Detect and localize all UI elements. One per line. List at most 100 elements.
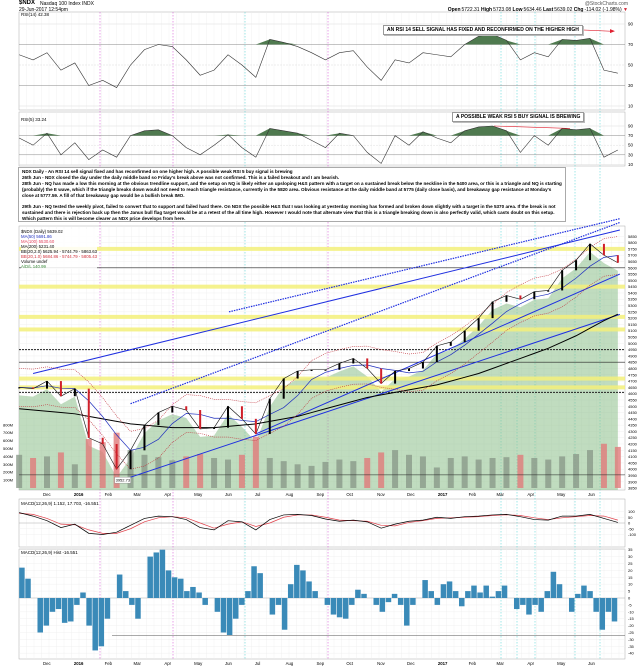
histogram-bar	[275, 598, 282, 605]
volume-bar	[294, 464, 301, 488]
volume-bar	[57, 452, 64, 488]
histogram-bar	[446, 581, 453, 598]
x-tick-label: Feb	[469, 492, 477, 497]
legend-bb2: BB(20,2.0) 5625.94 - 5744.79 - 5863.63	[21, 249, 97, 254]
y-tick-label: 5700	[628, 253, 638, 258]
volume-bar	[71, 464, 78, 488]
histogram-bar	[294, 564, 300, 598]
x-tick-label: Nov	[377, 492, 385, 497]
volume-tick-label: 300M	[3, 462, 13, 467]
volume-bar	[419, 456, 426, 488]
histogram-bar	[165, 570, 172, 598]
y-tick-label: 3900	[628, 479, 638, 484]
y-tick-label: 4600	[628, 391, 638, 396]
macd-hist-label: MACD(12,26,9) Hist -16.551	[21, 550, 78, 555]
support-band	[19, 327, 625, 332]
x-tick-label: Mar	[497, 492, 505, 497]
volume-bar	[600, 443, 607, 488]
histogram-bar	[349, 598, 355, 605]
price-candle	[380, 368, 383, 384]
support-band	[19, 376, 625, 381]
low-label: Low	[512, 7, 523, 13]
histogram-bar	[25, 578, 31, 598]
volume-bar	[503, 457, 510, 488]
x-tick-label: May	[557, 661, 566, 666]
histogram-bar	[312, 591, 318, 598]
y-tick-label: -10	[628, 609, 635, 614]
y-tick-label: 4700	[628, 379, 638, 384]
y-tick-label: 5750	[628, 246, 638, 251]
volume-bar	[308, 465, 315, 488]
ma200-line	[19, 313, 619, 429]
x-tick-label: Jun	[588, 661, 596, 666]
rsi5-note: A POSSIBLE WEAK RSI 5 BUY SIGNAL IS BREW…	[452, 112, 585, 122]
x-tick-label: Nov	[377, 661, 385, 666]
histogram-bar	[214, 598, 221, 612]
histogram-bar	[135, 598, 141, 619]
x-tick-label: Oct	[346, 492, 353, 497]
y-tick-label: 70	[628, 133, 634, 138]
price-candle	[254, 418, 257, 434]
y-tick-label: 4450	[628, 410, 638, 415]
price-candle	[589, 243, 592, 261]
price-annotation: 3952.73	[116, 478, 131, 483]
trendline	[116, 313, 621, 483]
volume-bar	[16, 454, 23, 488]
support-band	[19, 314, 625, 319]
volume-tick-label: 600M	[3, 438, 13, 443]
volume-bar	[433, 467, 440, 488]
commentary-line: 29th Jun - NQ tested the weekly pivot, f…	[22, 204, 556, 222]
histogram-bar	[538, 598, 544, 612]
brand-watermark: @StockCharts.com	[584, 1, 628, 7]
y-tick-label: 4750	[628, 372, 638, 377]
x-tick-label: Apr	[164, 661, 171, 666]
histogram-bar	[300, 570, 306, 598]
commentary-line: NDX Daily - An RSI 14 sell signal fixed …	[22, 169, 293, 174]
histogram-bar	[550, 571, 557, 598]
y-tick-label: 5400	[628, 290, 638, 295]
price-candle	[352, 358, 355, 364]
price-candle	[449, 342, 452, 346]
histogram-bar	[269, 598, 276, 615]
rsi14-overbought-fill	[19, 34, 618, 45]
volume-bar	[85, 439, 92, 488]
volume-bar	[211, 457, 218, 488]
bollinger-band	[19, 274, 618, 470]
histogram-bar	[49, 598, 56, 612]
y-tick-label: 100	[628, 509, 635, 514]
open-value: 5722.31	[461, 7, 480, 13]
volume-bar	[392, 450, 399, 488]
y-tick-label: 0	[628, 521, 631, 526]
legend-volume: Volume undef	[21, 259, 48, 264]
low-value: 5634.46	[523, 7, 542, 13]
y-tick-label: 10	[628, 162, 634, 167]
price-candle	[505, 295, 508, 302]
histogram-bar	[379, 598, 386, 612]
price-candle	[157, 412, 160, 426]
histogram-bar	[459, 598, 465, 607]
volume-tick-label: 800M	[3, 422, 13, 427]
down-triangle-icon: ▼	[623, 7, 628, 13]
x-tick-label: May	[194, 492, 203, 497]
volume-bar	[252, 436, 259, 488]
histogram-bar	[397, 598, 404, 605]
y-tick-label: 30	[628, 152, 634, 157]
y-tick-label: 5600	[628, 265, 638, 270]
y-tick-label: 5650	[628, 259, 638, 264]
trendline	[228, 218, 620, 313]
histogram-bar	[86, 598, 92, 626]
histogram-bar	[342, 598, 349, 619]
last-label: Last	[543, 7, 554, 13]
symbol: $NDX	[19, 0, 36, 6]
commentary-line: 28th Jun - NQ has made a low this mornin…	[22, 180, 562, 198]
x-tick-label: Sep	[316, 661, 324, 666]
histogram-bar	[593, 598, 599, 612]
x-tick-label: 2016	[74, 661, 84, 666]
volume-bar	[169, 460, 176, 488]
volume-bar	[559, 456, 566, 488]
histogram-bar	[361, 593, 367, 598]
histogram-bar	[575, 593, 581, 598]
volume-tick-label: 200M	[3, 470, 13, 475]
y-tick-label: 70	[628, 42, 634, 47]
y-tick-label: -30	[628, 637, 635, 642]
